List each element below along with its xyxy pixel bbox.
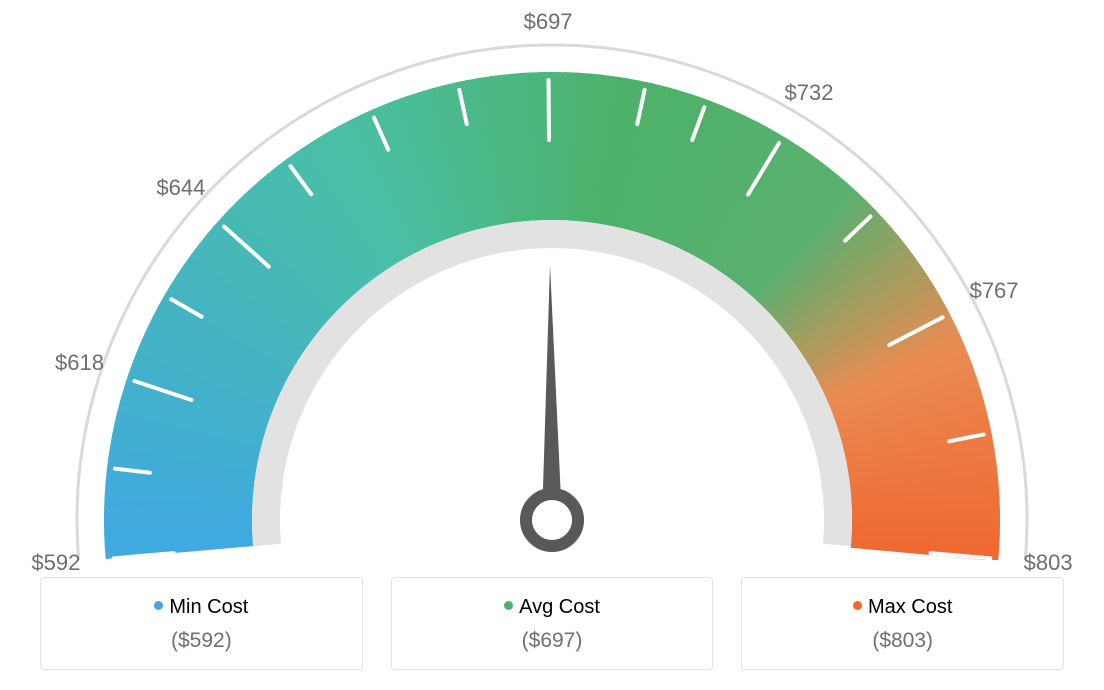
legend-avg-title: Avg Cost [402, 596, 703, 619]
gauge-chart: $592$618$644$697$732$767$803 [0, 0, 1104, 560]
legend-row: Min Cost ($592) Avg Cost ($697) Max Cost… [40, 577, 1064, 670]
gauge-tick-label: $644 [156, 175, 205, 201]
legend-max-value: ($803) [752, 629, 1053, 653]
legend-avg-label: Avg Cost [519, 596, 600, 618]
legend-max-box: Max Cost ($803) [741, 577, 1064, 670]
legend-min-value: ($592) [51, 629, 352, 653]
gauge-tick-label: $803 [1024, 550, 1073, 576]
legend-max-title: Max Cost [752, 596, 1053, 619]
dot-icon [853, 601, 862, 610]
legend-min-title: Min Cost [51, 596, 352, 619]
gauge-tick-label: $767 [970, 278, 1019, 304]
dot-icon [154, 601, 163, 610]
gauge-tick-label: $732 [784, 80, 833, 106]
legend-min-label: Min Cost [169, 596, 248, 618]
gauge-tick-label: $697 [524, 9, 573, 35]
legend-avg-box: Avg Cost ($697) [391, 577, 714, 670]
gauge-tick-label: $618 [55, 350, 104, 376]
legend-max-label: Max Cost [868, 596, 952, 618]
dot-icon [504, 601, 513, 610]
legend-min-box: Min Cost ($592) [40, 577, 363, 670]
legend-avg-value: ($697) [402, 629, 703, 653]
gauge-tick-label: $592 [31, 550, 80, 576]
gauge-svg [0, 0, 1104, 560]
